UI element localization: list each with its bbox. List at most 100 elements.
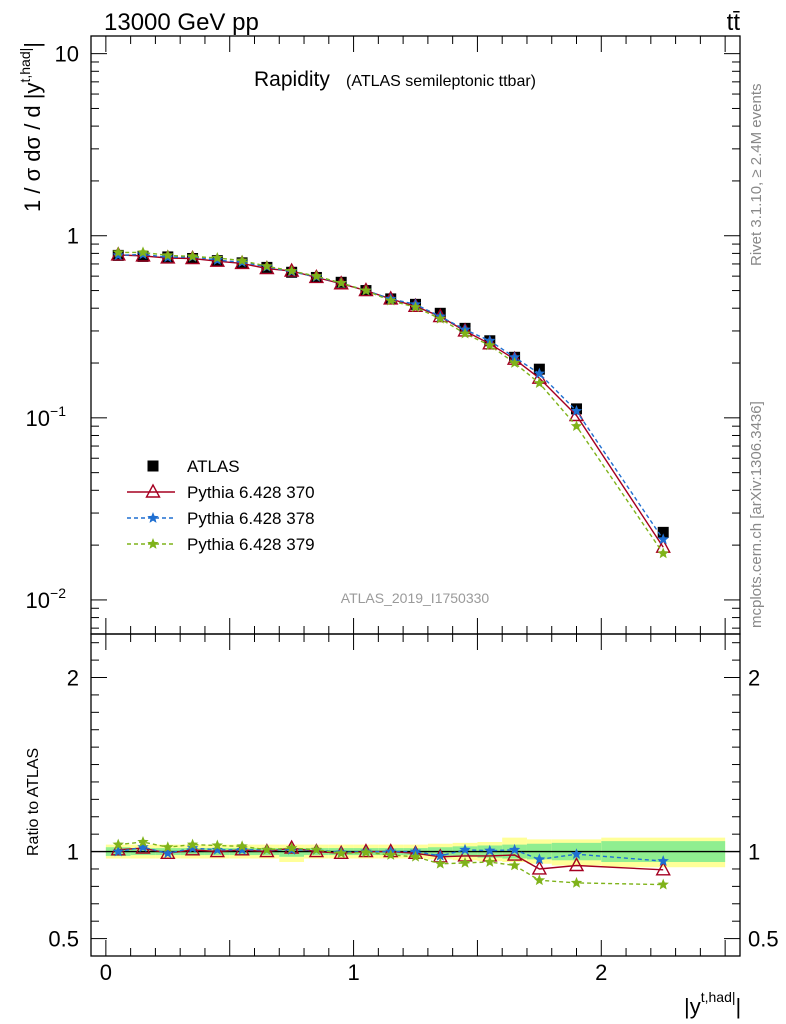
ratio-point-p379 (335, 847, 347, 859)
legend: ATLAS Pythia 6.428 370 Pythia 6.428 378 Pyt… (127, 457, 315, 554)
series-p379 (112, 246, 669, 559)
ratio-point-p370 (209, 843, 226, 858)
ratio-point-p378 (508, 843, 521, 855)
x-axis-label: |yt,had|| (684, 989, 741, 1019)
header-left: 13000 GeV pp (104, 9, 259, 36)
legend-marker-atlas (147, 460, 159, 472)
ratio-point-p379 (112, 838, 124, 850)
ratio-point-p370 (531, 860, 548, 875)
point-p378 (570, 405, 583, 416)
ratio-point-p379 (186, 838, 199, 850)
legend-marker-p379 (147, 538, 159, 549)
ratio-point-p378 (186, 842, 199, 853)
ratio-point-p379 (459, 856, 471, 868)
ratio-point-p379 (570, 876, 583, 888)
ratio-point-p379 (360, 846, 372, 858)
ratio-y-label: Ratio to ATLAS (25, 748, 42, 856)
ratio-point-p379 (236, 840, 248, 852)
ratio-point-p379 (508, 859, 521, 871)
ratio-point-p378 (484, 844, 496, 856)
watermark: ATLAS_2019_I1750330 (341, 590, 490, 606)
y-tick-label: 10−1 (26, 403, 67, 431)
point-p370 (482, 335, 498, 350)
point-p378 (657, 533, 669, 545)
ratio-y-tick-label: 0.5 (48, 927, 79, 952)
legend-label: Pythia 6.428 379 (187, 535, 315, 554)
ratio-point-p379 (285, 842, 298, 853)
point-p379 (335, 277, 347, 288)
ratio-point-p379 (533, 874, 546, 886)
point-p379 (533, 377, 546, 388)
ratio-point-p379 (657, 878, 669, 890)
point-p379 (310, 270, 323, 281)
point-p379 (434, 312, 446, 324)
ratio-point-p379 (310, 843, 323, 855)
legend-label: ATLAS (187, 457, 240, 476)
ratio-point-p379 (484, 856, 496, 867)
ratio-point-p379 (211, 839, 223, 851)
legend-marker-p370 (145, 483, 161, 498)
ratio-point-p378 (570, 848, 583, 859)
main-y-label: 1 / σ dσ / d |yt,had|| (17, 42, 45, 212)
point-atlas (657, 526, 669, 538)
ratio-point-p378 (236, 843, 248, 855)
point-p379 (137, 246, 149, 258)
point-p378 (533, 367, 546, 379)
ratio-y-tick-label-right: 2 (748, 666, 760, 691)
point-p379 (657, 547, 669, 559)
point-p379 (459, 327, 471, 339)
point-p379 (285, 265, 298, 276)
ratio-point-p370 (655, 861, 671, 876)
y-tick-label: 10 (55, 42, 79, 67)
point-p379 (261, 260, 273, 272)
ratio-y-tick-label-right: 0.5 (748, 927, 779, 952)
point-p379 (211, 252, 223, 263)
legend-label: Pythia 6.428 378 (187, 509, 315, 528)
ratio-point-p379 (261, 843, 273, 855)
main-panel: 10 1 10−1 10−2 Rapidity (ATLAS semileptonic… (26, 35, 741, 635)
ratio-line-p378 (118, 846, 664, 862)
ratio-point-p378 (533, 853, 546, 865)
ratio-point-p379 (434, 857, 446, 869)
ratio-point-p378 (162, 847, 174, 859)
main-subtitle: (ATLAS semileptonic ttbar) (346, 73, 536, 90)
mcplots-label: mcplots.cern.ch [arXiv:1306.3436] (748, 401, 765, 628)
point-p379 (409, 301, 422, 313)
ratio-point-p379 (162, 841, 174, 853)
point-p370 (259, 260, 275, 275)
rivet-label: Rivet 3.1.10, ≥ 2.4M events (748, 84, 765, 267)
ratio-point-p379 (409, 850, 422, 862)
y-tick-label: 1 (67, 224, 79, 249)
ratio-y-tick-label: 2 (67, 666, 79, 691)
ratio-y-tick-label-right: 1 (748, 840, 760, 865)
ratio-point-p378 (459, 843, 471, 855)
legend-marker-p378 (147, 512, 159, 523)
ratio-point-p379 (385, 849, 397, 860)
point-p378 (508, 351, 521, 363)
point-p379 (385, 294, 397, 306)
point-p379 (570, 420, 583, 431)
ratio-y-tick-label: 1 (67, 840, 79, 865)
header-right: tt̄ (727, 9, 741, 36)
main-title: Rapidity (254, 68, 330, 91)
ratio-point-p370 (568, 857, 585, 872)
ratio-point-p370 (259, 843, 275, 858)
point-p379 (484, 339, 496, 351)
ratio-point-p378 (137, 841, 149, 853)
point-p379 (186, 250, 199, 262)
ratio-point-p378 (112, 845, 124, 857)
y-tick-label: 10−2 (26, 585, 67, 613)
point-p379 (508, 357, 521, 368)
ratio-panel: 2 2 1 1 0.5 0.5 0 1 2 (48, 633, 779, 985)
series-line-p379 (118, 251, 664, 554)
ratio-point-p378 (434, 849, 446, 861)
ratio-frame (90, 633, 741, 957)
x-tick-label: 1 (347, 960, 359, 985)
ratio-point-p379 (137, 836, 149, 847)
point-p379 (112, 246, 124, 258)
x-tick-label: 2 (595, 960, 607, 985)
ratio-point-p378 (657, 855, 669, 866)
ratio-series-p379 (112, 836, 669, 890)
x-tick-label: 0 (100, 960, 112, 985)
point-p379 (162, 249, 174, 261)
